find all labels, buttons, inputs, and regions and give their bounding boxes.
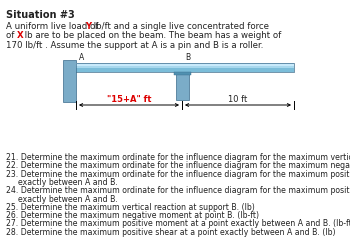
Bar <box>76 63 294 66</box>
Text: 21. Determine the maximum ordinate for the influence diagram for the maximum ver: 21. Determine the maximum ordinate for t… <box>6 153 350 162</box>
Text: 28. Determine the maximum positive shear at a point exactly between A and B. (lb: 28. Determine the maximum positive shear… <box>6 228 336 237</box>
Text: lb are to be placed on the beam. The beam has a weight of: lb are to be placed on the beam. The bea… <box>22 32 281 41</box>
Text: 27. Determine the maximum positive moment at a point exactly between A and B. (l: 27. Determine the maximum positive momen… <box>6 219 350 228</box>
Text: "15+A" ft: "15+A" ft <box>107 95 151 104</box>
Bar <box>76 66 294 72</box>
Bar <box>63 60 76 102</box>
Bar <box>76 66 294 68</box>
Text: 170 lb/ft . Assume the support at A is a pin and B is a roller.: 170 lb/ft . Assume the support at A is a… <box>6 41 263 50</box>
Text: A: A <box>79 53 84 62</box>
Text: B: B <box>185 53 190 62</box>
Text: 24. Determine the maximum ordinate for the influence diagram for the maximum pos: 24. Determine the maximum ordinate for t… <box>6 186 350 195</box>
Bar <box>76 63 294 72</box>
Text: 23. Determine the maximum ordinate for the influence diagram for the maximum pos: 23. Determine the maximum ordinate for t… <box>6 170 350 179</box>
Text: exactly between A and B.: exactly between A and B. <box>18 194 118 203</box>
Bar <box>176 72 189 100</box>
Text: Situation #3: Situation #3 <box>6 10 75 20</box>
Text: 22. Determine the maximum ordinate for the influence diagram for the maximum neg: 22. Determine the maximum ordinate for t… <box>6 161 350 170</box>
Text: A uniform live load of: A uniform live load of <box>6 22 101 31</box>
Text: exactly between A and B.: exactly between A and B. <box>18 178 118 187</box>
Text: 10 ft: 10 ft <box>228 95 248 104</box>
Text: lb/ft and a single live concentrated force: lb/ft and a single live concentrated for… <box>91 22 269 31</box>
Text: 25. Determine the maximum vertical reaction at support B. (lb): 25. Determine the maximum vertical react… <box>6 203 255 212</box>
Text: of: of <box>6 32 17 41</box>
Text: Y: Y <box>85 22 91 31</box>
Text: X: X <box>16 32 23 41</box>
Bar <box>174 72 191 75</box>
Text: 26. Determine the maximum negative moment at point B. (lb-ft): 26. Determine the maximum negative momen… <box>6 211 259 220</box>
